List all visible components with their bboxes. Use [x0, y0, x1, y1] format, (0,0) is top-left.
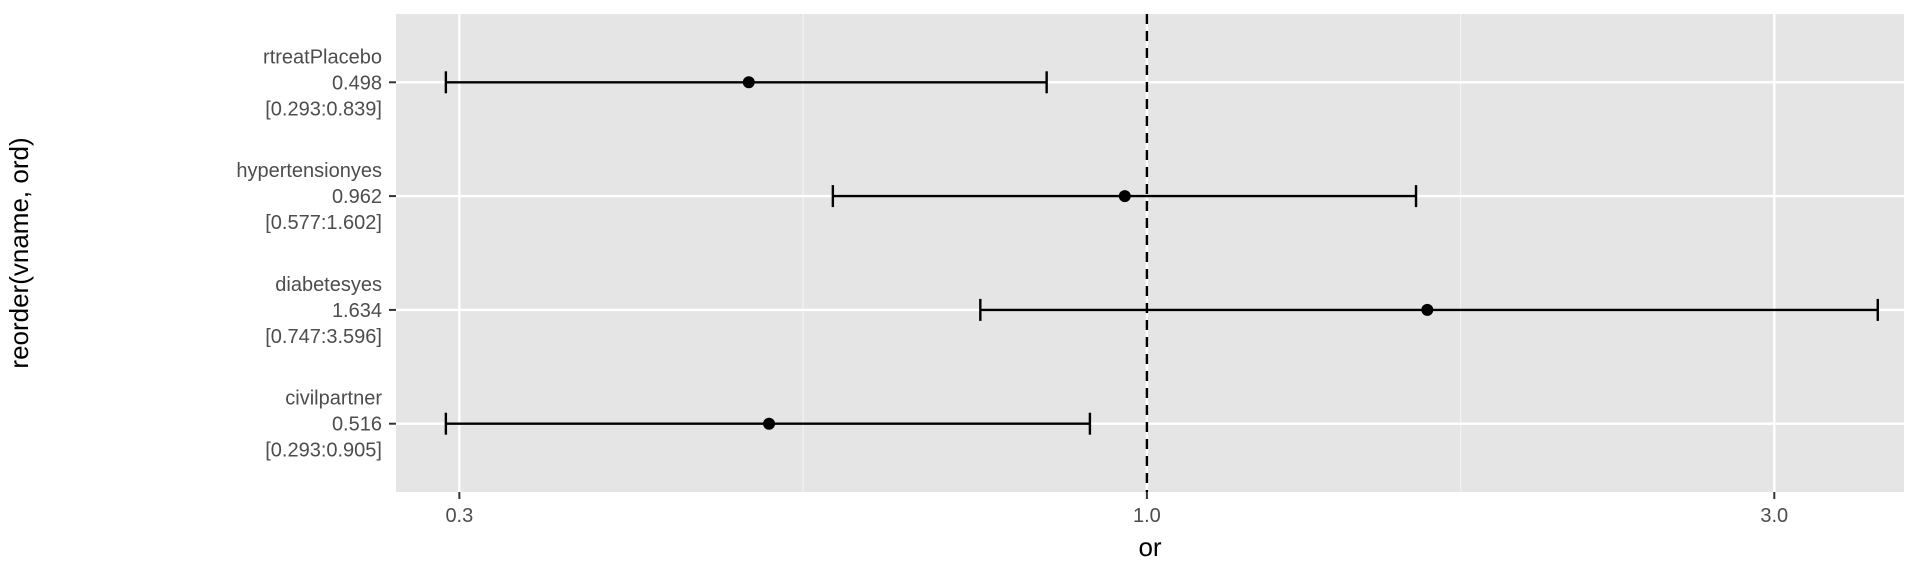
estimate-point [1421, 303, 1434, 316]
x-tick-label: 0.3 [445, 505, 473, 527]
y-label-name: civilpartner [285, 388, 382, 410]
y-label-ci: [0.293:0.839] [265, 98, 382, 120]
row-hypertensionyes [831, 185, 1418, 208]
estimate-point [742, 76, 755, 89]
estimates-group [444, 71, 1879, 435]
x-tick-label: 1.0 [1133, 505, 1161, 527]
estimate-point [763, 417, 776, 430]
y-label-name: rtreatPlacebo [263, 46, 382, 68]
y-label-estimate: 1.634 [332, 300, 382, 322]
axes-group: 0.3 1.0 3.0 rtreatPlacebo 0.498 [0.293:0.839]… [236, 46, 1788, 527]
plot-panel [396, 14, 1904, 492]
row-rtreatPlacebo [444, 71, 1048, 94]
y-label-name: hypertensionyes [236, 160, 382, 182]
x-tick-label: 3.0 [1760, 505, 1788, 527]
y-label-estimate: 0.498 [332, 72, 382, 94]
x-axis-title: or [1138, 532, 1161, 562]
y-label-ci: [0.577:1.602] [265, 212, 382, 234]
y-axis-title: reorder(vname, ord) [4, 137, 34, 368]
y-label-name: diabetesyes [275, 274, 382, 296]
y-label-estimate: 0.962 [332, 186, 382, 208]
row-civilpartner [444, 412, 1092, 435]
estimate-point [1118, 190, 1131, 203]
y-label-ci: [0.747:3.596] [265, 326, 382, 348]
y-label-ci: [0.293:0.905] [265, 440, 382, 462]
row-diabetesyes [979, 298, 1879, 321]
y-label-estimate: 0.516 [332, 414, 382, 436]
